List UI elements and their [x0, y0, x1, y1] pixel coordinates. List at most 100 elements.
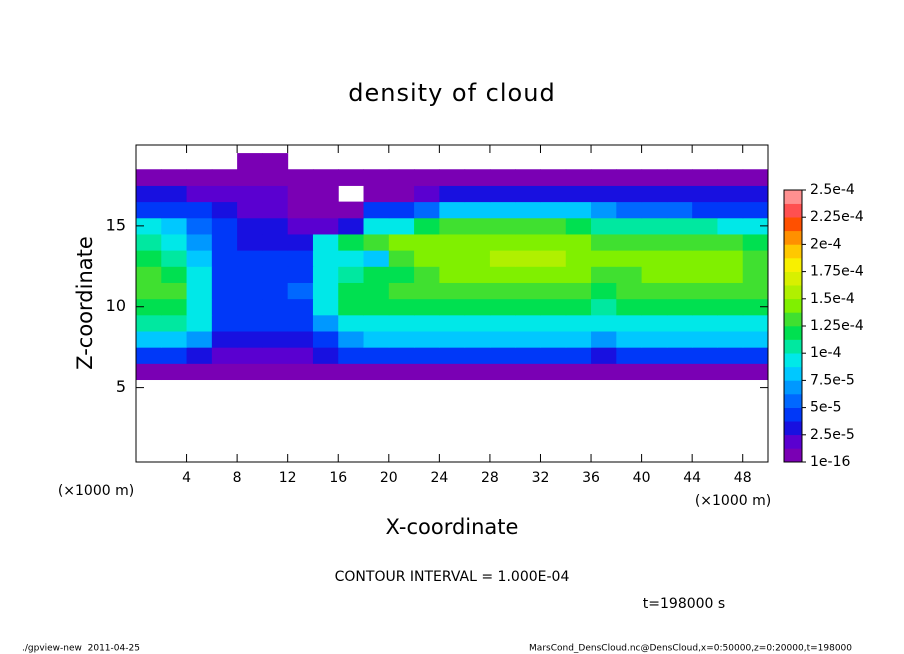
heat-cell: [616, 185, 643, 203]
colorbar-band: [784, 217, 802, 232]
heat-cell: [439, 314, 466, 332]
heat-cell: [414, 185, 440, 203]
heat-cell: [666, 347, 693, 364]
colorbar-tick-label: 1.5e-4: [810, 291, 855, 307]
heat-cell: [515, 233, 541, 251]
heat-cell: [591, 282, 617, 300]
heat-cell: [742, 282, 769, 300]
heat-cell: [591, 233, 617, 251]
x-tick-label: 24: [430, 470, 448, 486]
heat-cell: [717, 330, 744, 348]
heat-cell: [388, 282, 415, 300]
heat-cell: [464, 185, 491, 203]
heat-cell: [616, 363, 643, 381]
heat-cell: [515, 169, 541, 186]
x-tick-label: 44: [683, 470, 701, 486]
heat-cell: [591, 250, 617, 267]
heat-cell: [616, 250, 643, 267]
colorbar-tick-label: 2e-4: [810, 236, 842, 252]
heat-cell: [742, 185, 769, 203]
heat-cell: [388, 266, 415, 283]
heat-cell: [489, 233, 516, 251]
heat-cell: [742, 169, 769, 186]
heat-cell: [237, 250, 263, 267]
heat-cell: [414, 282, 440, 300]
colorbar-band: [784, 353, 802, 368]
heat-cell: [363, 169, 390, 186]
heat-cell: [565, 314, 592, 332]
heat-cell: [591, 266, 617, 283]
heat-cell: [692, 282, 718, 300]
heat-cell: [540, 169, 567, 186]
heat-cell: [262, 266, 289, 283]
heat-cell: [287, 330, 314, 348]
heat-cell: [591, 347, 617, 364]
heat-cell: [692, 314, 718, 332]
heat-cell: [262, 298, 289, 316]
heat-cell: [186, 266, 213, 283]
contour-note: CONTOUR INTERVAL = 1.000E-04: [335, 569, 570, 585]
heat-cell: [414, 314, 440, 332]
heat-cell: [540, 233, 567, 251]
heat-cell: [136, 282, 162, 300]
heat-cell: [186, 363, 213, 381]
heat-cell: [338, 250, 365, 267]
heat-cell: [136, 233, 162, 251]
heat-cell: [312, 266, 339, 283]
heat-cell: [742, 233, 769, 251]
heat-cell: [591, 169, 617, 186]
heat-cell: [717, 266, 744, 283]
heat-cell: [414, 347, 440, 364]
heat-cell: [287, 233, 314, 251]
heat-cell: [515, 298, 541, 316]
heat-cell: [136, 217, 162, 235]
heat-cell: [237, 266, 263, 283]
x-tick-label: 36: [582, 470, 600, 486]
heat-cell: [237, 314, 263, 332]
heat-cell: [742, 347, 769, 364]
heat-cell: [211, 250, 238, 267]
heat-cell: [363, 185, 390, 203]
heat-cell: [439, 233, 466, 251]
heat-cell: [262, 314, 289, 332]
heat-cell: [464, 298, 491, 316]
heat-cell: [717, 298, 744, 316]
colorbar-band: [784, 394, 802, 408]
heat-cell: [641, 169, 668, 186]
heat-cell: [742, 266, 769, 283]
heat-cell: [237, 169, 263, 186]
colorbar-tick-label: 7.5e-5: [810, 372, 855, 388]
heat-cell: [161, 314, 188, 332]
heat-cell: [439, 169, 466, 186]
heat-cell: [439, 330, 466, 348]
heat-cell: [666, 185, 693, 203]
heat-cell: [262, 233, 289, 251]
heat-cell: [565, 347, 592, 364]
heat-cell: [338, 298, 365, 316]
heat-cell: [464, 314, 491, 332]
heat-cell: [237, 282, 263, 300]
heat-cell: [161, 347, 188, 364]
y-tick-label: 15: [106, 215, 126, 234]
heat-cell: [666, 250, 693, 267]
heat-cell: [515, 250, 541, 267]
heat-cell: [414, 250, 440, 267]
heat-cell: [540, 347, 567, 364]
heat-cell: [136, 266, 162, 283]
heat-cell: [666, 201, 693, 219]
colorbar-tick-label: 1e-16: [810, 454, 850, 470]
heat-cell: [489, 201, 516, 219]
heat-cell: [616, 314, 643, 332]
chart-title: density of cloud: [348, 79, 555, 107]
heat-cell: [287, 347, 314, 364]
heat-cell: [363, 217, 390, 235]
heat-cell: [211, 282, 238, 300]
heat-cell: [641, 298, 668, 316]
heat-cell: [692, 250, 718, 267]
colorbar-tick-label: 2.5e-5: [810, 427, 855, 443]
heat-cell: [489, 266, 516, 283]
heat-cell: [439, 217, 466, 235]
y-tick-label: 5: [116, 377, 126, 396]
heat-cell: [565, 250, 592, 267]
